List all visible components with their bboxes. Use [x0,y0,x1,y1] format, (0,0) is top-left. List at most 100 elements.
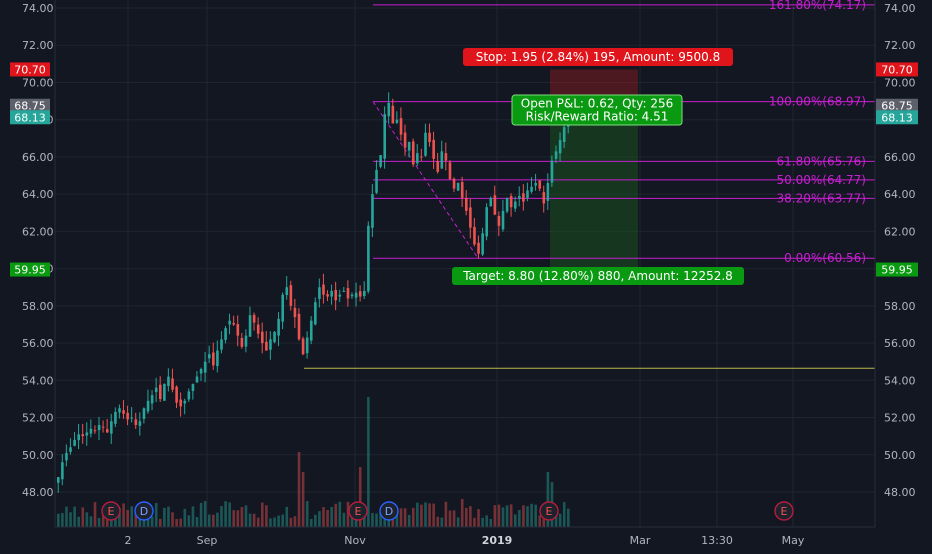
y-tick-label-right: 48.00 [884,486,916,499]
y-tick-label-left: 48.00 [22,486,54,499]
dividend-marker[interactable]: D [379,501,399,521]
candle-body [460,182,464,198]
candle-body [469,207,472,228]
candle-body [126,412,129,420]
candle-body [387,102,391,117]
volume-bar [252,513,256,527]
volume-bar [452,510,456,527]
event-circle[interactable] [134,501,154,521]
candle-body [167,376,170,387]
volume-bar [558,513,562,527]
candle-body [395,119,399,123]
volume-bar [195,517,199,527]
volume-bar [367,397,370,527]
earnings-marker[interactable]: E [774,501,794,521]
candle-body [354,292,358,298]
pnl-label-text: Open P&L: 0.62, Qty: 256 [521,97,674,111]
fib-level-label: 161.80%(74.17) [769,0,866,12]
y-tick-label-left: 58.00 [22,300,54,313]
volume-bar [518,510,521,527]
volume-bar [277,515,280,527]
volume-bar [57,513,60,527]
y-tick-label-left: 66.00 [22,151,54,164]
candle-body [171,378,174,390]
dividend-marker[interactable]: D [134,501,154,521]
fib-trend-line[interactable] [372,101,479,259]
candle-body [114,411,117,424]
event-label: E [546,505,553,518]
candle-body [481,233,484,255]
fibonacci-retracement[interactable]: 161.80%(74.17) 100.00%(68.97) 61.80%(65.76… [372,0,875,265]
volume-bar [567,508,570,527]
volume-bar [501,507,505,527]
x-tick-label: 2 [125,534,132,547]
candle-body [244,335,248,347]
event-label: E [108,505,115,518]
volume-bar [403,508,407,527]
price-label-right [876,262,918,277]
stop-label-text: Stop: 1.95 (2.84%) 195, Amount: 9500.8 [476,50,721,64]
candle-body [420,156,423,158]
candle-body [371,194,374,228]
volume-bar [309,518,313,527]
candle-body [562,127,566,142]
price-label-left-text: 68.13 [14,111,46,124]
earnings-marker[interactable]: E [348,501,368,521]
y-tick-label-right: 66.00 [884,151,916,164]
candle-body [57,477,60,483]
volume-bar [97,517,101,527]
candle-body [285,287,289,296]
volume-bar [513,514,517,527]
candle-body [93,430,97,432]
volume-bar [489,518,493,527]
event-circle[interactable] [379,501,399,521]
candle-body [550,160,554,183]
y-tick-label-right: 58.00 [884,300,916,313]
earnings-marker[interactable]: E [539,501,559,521]
volume-bar [301,472,305,527]
volume-bar [399,508,403,527]
volume-bar [379,511,382,527]
event-circle[interactable] [774,501,794,521]
event-circle[interactable] [101,501,121,521]
volume-bar [330,507,333,527]
candle-body [501,210,505,230]
position-labels: Stop: 1.95 (2.84%) 195, Amount: 9500.8 Ta… [452,48,744,285]
candle-body [261,331,264,344]
candle-body [513,201,517,209]
candle-body [452,178,456,189]
volume-bar [212,514,215,527]
target-label-text: Target: 8.80 (12.80%) 880, Amount: 12252… [462,269,733,283]
candle-body [77,434,80,441]
volume-bar [77,516,80,527]
event-circle[interactable] [539,501,559,521]
volume-bar [191,506,195,527]
candle-body [326,294,329,297]
candle-body [69,447,72,452]
candle-body [456,182,460,191]
earnings-marker[interactable]: E [101,501,121,521]
volume-bar [130,506,134,527]
event-circle[interactable] [348,501,368,521]
y-tick-label-left: 70.00 [22,76,54,89]
candle-body [228,320,231,325]
candle-body [159,384,162,399]
volume-bar [122,503,125,527]
volume-bar [546,472,550,527]
candle-body [432,139,435,159]
volume-bar [256,517,260,527]
y-tick-label-right: 62.00 [884,225,916,238]
candle-body [489,197,493,207]
volume-bar [285,506,289,527]
volume-bar [526,506,529,527]
candle-body [134,419,138,425]
volume-bar [424,502,427,527]
y-tick-label-left: 56.00 [22,337,54,350]
candle-body [379,155,382,167]
volume-bar [477,509,480,527]
volume-bar [473,517,476,527]
volume-bar [416,502,419,527]
volume-bar [281,514,284,527]
